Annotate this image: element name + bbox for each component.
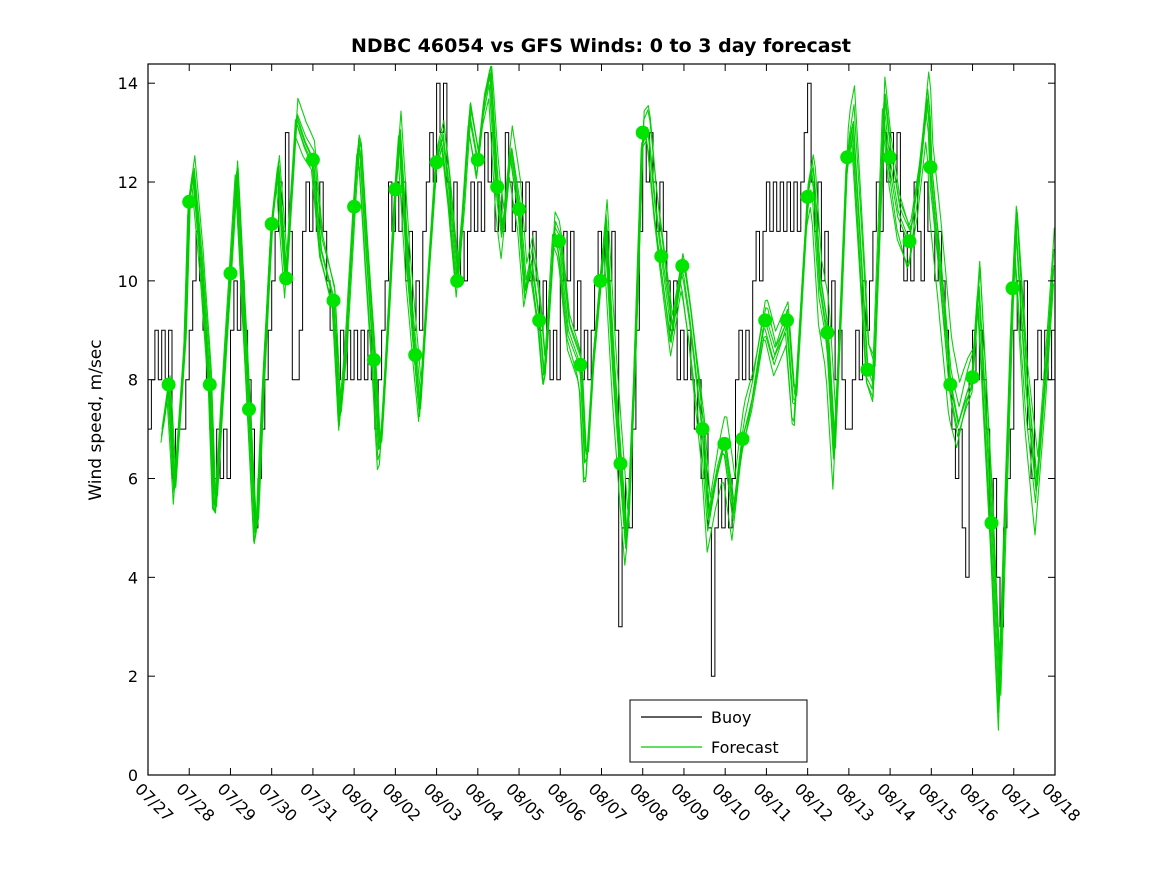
forecast-analysis-marker [1005, 281, 1020, 296]
buoy-series-line [148, 82, 1056, 677]
x-tick-label: 08/09 [667, 779, 713, 825]
forecast-analysis-marker [182, 194, 197, 209]
forecast-analysis-marker [366, 352, 381, 367]
x-tick-label: 08/15 [914, 779, 960, 825]
forecast-analysis-marker [388, 182, 403, 197]
forecast-analysis-marker [264, 217, 279, 231]
forecast-analysis-marker [429, 155, 444, 170]
x-tick-label: 08/18 [1038, 779, 1084, 825]
forecast-analysis-marker [532, 313, 547, 328]
forecast-analysis-marker [654, 249, 669, 264]
forecast-analysis-marker [882, 150, 897, 165]
forecast-analysis-marker [161, 377, 176, 392]
x-tick-label: 07/27 [131, 779, 177, 825]
x-tick-label: 08/13 [832, 779, 878, 825]
forecast-analysis-marker [242, 402, 256, 417]
x-tick-label: 08/06 [543, 779, 589, 825]
x-tick-label: 08/05 [502, 779, 548, 825]
y-tick-label: 4 [128, 568, 138, 587]
legend: Buoy Forecast [629, 699, 808, 763]
forecast-analysis-marker [305, 152, 320, 167]
x-tick-label: 08/12 [791, 779, 837, 825]
y-tick-label: 0 [128, 766, 138, 785]
forecast-analysis-marker [223, 266, 238, 281]
forecast-analysis-marker [780, 313, 794, 328]
forecast-analysis-marker [635, 125, 650, 140]
forecast-analysis-marker [408, 348, 423, 362]
forecast-member-line [162, 70, 1055, 677]
forecast-member-line [163, 65, 1055, 696]
forecast-analysis-marker [943, 377, 958, 392]
forecast-analysis-marker [613, 456, 628, 471]
y-tick-label: 12 [118, 173, 138, 192]
y-tick-label: 2 [128, 667, 138, 686]
forecast-analysis-marker [758, 313, 773, 328]
x-tick-label: 08/02 [379, 779, 425, 825]
forecast-analysis-marker [279, 271, 294, 286]
axes-box [147, 63, 1056, 776]
x-tick-label: 08/08 [626, 779, 672, 825]
x-tick-label: 07/30 [255, 779, 301, 825]
x-tick-label: 08/07 [585, 779, 631, 825]
x-tick-label: 07/28 [172, 779, 218, 825]
x-tick-label: 07/31 [296, 779, 342, 825]
forecast-analysis-marker [820, 325, 835, 340]
plot-area [148, 64, 1055, 775]
x-tick-label: 08/03 [420, 779, 466, 825]
forecast-analysis-marker [902, 234, 917, 249]
forecast-analysis-marker [800, 189, 815, 204]
x-tick-label: 08/11 [750, 779, 796, 825]
forecast-analysis-marker [675, 259, 690, 273]
y-tick-label: 14 [118, 74, 138, 93]
chart-title: NDBC 46054 vs GFS Winds: 0 to 3 day fore… [351, 35, 851, 57]
forecast-analysis-marker [717, 436, 732, 451]
forecast-analysis-marker [450, 273, 465, 288]
forecast-analysis-marker [490, 180, 505, 194]
forecast-analysis-marker [735, 432, 750, 446]
y-tick-labels: 0 2 4 6 8 10 12 14 [118, 74, 138, 785]
x-tick-label: 08/14 [873, 779, 919, 825]
forecast-analysis-marker [984, 516, 999, 530]
y-axis-label: Wind speed, m/sec [86, 339, 106, 500]
x-tick-label: 08/16 [956, 779, 1002, 825]
forecast-analysis-marker [923, 160, 938, 175]
y-tick-label: 10 [118, 272, 138, 291]
forecast-analysis-marker [326, 293, 341, 308]
forecast-markers [161, 125, 1020, 530]
forecast-analysis-marker [965, 370, 980, 385]
legend-forecast-label: Forecast [711, 738, 779, 757]
forecast-analysis-marker [840, 150, 855, 165]
forecast-analysis-marker [470, 152, 485, 167]
forecast-analysis-marker [695, 422, 710, 437]
x-tick-label: 08/01 [337, 779, 383, 825]
legend-box [629, 699, 808, 763]
y-tick-label: 8 [128, 371, 138, 390]
x-tick-label: 08/04 [461, 779, 507, 825]
legend-buoy-label: Buoy [711, 708, 751, 727]
forecast-analysis-marker [347, 199, 362, 214]
forecast-analysis-marker [573, 357, 588, 372]
x-tick-labels: 07/2707/2807/2907/3007/3108/0108/0208/03… [131, 779, 1084, 825]
x-tick-label: 07/29 [214, 779, 260, 825]
y-tick-label: 6 [128, 470, 138, 489]
forecast-analysis-marker [593, 273, 608, 288]
forecast-analysis-marker [202, 377, 217, 392]
forecast-analysis-marker [512, 202, 526, 217]
forecast-analysis-marker [860, 362, 875, 377]
x-tick-label: 08/10 [708, 779, 754, 825]
x-tick-label: 08/17 [997, 779, 1043, 825]
forecast-analysis-marker [552, 234, 566, 249]
